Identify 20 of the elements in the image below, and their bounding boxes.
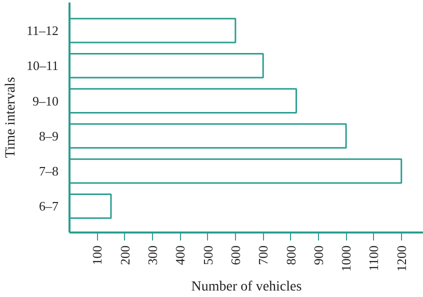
- y-tick-label: 9–10: [32, 93, 58, 108]
- y-tick-label: 11–12: [26, 23, 59, 38]
- x-tick-label: 300: [144, 246, 160, 265]
- x-tick-label: 800: [283, 246, 298, 265]
- x-tick-label: 900: [310, 246, 326, 265]
- x-tick-label: 1100: [366, 245, 382, 272]
- x-tick-label: 600: [228, 246, 243, 265]
- x-axis-title: Number of vehicles: [191, 280, 302, 294]
- x-tick-label: 1000: [338, 246, 354, 272]
- y-tick-label: 10–11: [26, 58, 59, 74]
- y-tick-label: 6–7: [39, 198, 59, 214]
- x-tick-label: 700: [256, 246, 271, 265]
- x-tick-label: 1200: [394, 246, 409, 272]
- y-tick-label: 8–9: [39, 128, 58, 144]
- x-tick-label: 400: [172, 246, 188, 265]
- y-tick-label: 7–8: [39, 164, 58, 179]
- y-axis-title: Time intervals: [3, 77, 18, 158]
- x-tick-label: 200: [117, 246, 132, 265]
- x-tick-label: 500: [200, 246, 216, 265]
- x-tick-label: 100: [90, 246, 105, 265]
